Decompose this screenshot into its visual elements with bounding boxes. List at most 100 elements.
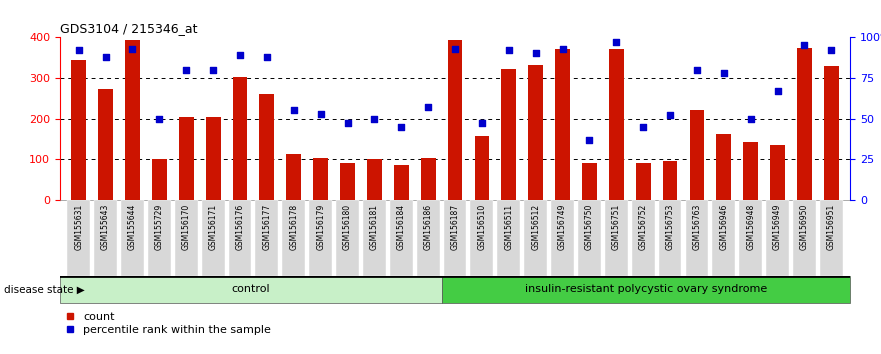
Text: GSM156751: GSM156751: [611, 204, 621, 250]
Bar: [578, 200, 601, 276]
Point: [71, 47, 85, 53]
Bar: [820, 200, 843, 276]
Point: [771, 88, 785, 94]
Bar: [390, 200, 412, 276]
Point: [125, 46, 139, 51]
Bar: [228, 200, 251, 276]
Point: [582, 137, 596, 143]
Text: GSM156950: GSM156950: [800, 204, 809, 250]
Bar: [340, 163, 355, 200]
Bar: [659, 200, 682, 276]
Point: [340, 121, 354, 126]
Bar: [716, 134, 731, 200]
Text: GSM156187: GSM156187: [450, 204, 460, 250]
Bar: [67, 200, 90, 276]
Bar: [739, 200, 762, 276]
Bar: [255, 200, 278, 276]
Point: [206, 67, 220, 73]
Bar: [636, 162, 650, 200]
Bar: [94, 200, 117, 276]
Bar: [71, 59, 86, 200]
Bar: [282, 200, 305, 276]
Text: GSM156180: GSM156180: [343, 204, 352, 250]
Text: GDS3104 / 215346_at: GDS3104 / 215346_at: [60, 22, 197, 35]
Text: insulin-resistant polycystic ovary syndrome: insulin-resistant polycystic ovary syndr…: [525, 284, 767, 295]
Point: [286, 108, 300, 113]
Bar: [713, 200, 736, 276]
Bar: [121, 200, 144, 276]
Text: GSM156753: GSM156753: [665, 204, 675, 250]
Bar: [202, 200, 225, 276]
Point: [502, 47, 516, 53]
Text: GSM155643: GSM155643: [101, 204, 110, 250]
Bar: [529, 65, 543, 200]
Bar: [60, 276, 441, 303]
Bar: [552, 200, 574, 276]
Point: [99, 54, 113, 59]
Bar: [174, 200, 197, 276]
Text: GSM155729: GSM155729: [155, 204, 164, 250]
Point: [260, 54, 274, 59]
Bar: [475, 136, 489, 200]
Bar: [555, 50, 570, 200]
Point: [152, 116, 167, 121]
Point: [448, 46, 463, 51]
Text: control: control: [232, 284, 270, 295]
Text: GSM156179: GSM156179: [316, 204, 325, 250]
Text: GSM156512: GSM156512: [531, 204, 540, 250]
Bar: [417, 200, 440, 276]
Point: [529, 51, 543, 56]
Point: [556, 46, 570, 51]
Text: GSM156181: GSM156181: [370, 204, 379, 250]
Bar: [394, 165, 409, 200]
Text: GSM156170: GSM156170: [181, 204, 191, 250]
Bar: [690, 110, 704, 200]
Bar: [179, 117, 194, 200]
Text: GSM156948: GSM156948: [746, 204, 755, 250]
Bar: [685, 200, 708, 276]
Bar: [152, 159, 167, 200]
Bar: [609, 50, 624, 200]
Text: GSM155631: GSM155631: [74, 204, 83, 250]
Bar: [260, 94, 274, 200]
Text: GSM156752: GSM156752: [639, 204, 648, 250]
Text: GSM156949: GSM156949: [774, 204, 782, 250]
Point: [610, 39, 624, 45]
Bar: [498, 200, 520, 276]
Text: GSM156186: GSM156186: [424, 204, 433, 250]
Bar: [206, 116, 220, 200]
Bar: [501, 69, 516, 200]
Bar: [441, 276, 850, 303]
Bar: [470, 200, 493, 276]
Bar: [766, 200, 789, 276]
Bar: [770, 145, 785, 200]
Bar: [663, 161, 677, 200]
Bar: [421, 158, 435, 200]
Point: [421, 104, 435, 110]
Point: [367, 116, 381, 121]
Point: [797, 42, 811, 48]
Text: disease state ▶: disease state ▶: [4, 284, 85, 295]
Bar: [233, 77, 248, 200]
Bar: [797, 48, 812, 200]
Bar: [824, 66, 839, 200]
Bar: [524, 200, 547, 276]
Bar: [98, 89, 113, 200]
Point: [690, 67, 704, 73]
Bar: [336, 200, 359, 276]
Bar: [605, 200, 628, 276]
Point: [394, 124, 408, 130]
Bar: [632, 200, 655, 276]
Bar: [314, 158, 328, 200]
Bar: [582, 163, 596, 200]
Text: GSM156763: GSM156763: [692, 204, 701, 250]
Text: GSM156184: GSM156184: [396, 204, 406, 250]
Point: [314, 111, 328, 116]
Text: GSM156951: GSM156951: [827, 204, 836, 250]
Bar: [148, 200, 171, 276]
Point: [636, 124, 650, 130]
Point: [663, 113, 677, 118]
Point: [179, 67, 193, 73]
Text: GSM156510: GSM156510: [478, 204, 486, 250]
Text: GSM156178: GSM156178: [289, 204, 299, 250]
